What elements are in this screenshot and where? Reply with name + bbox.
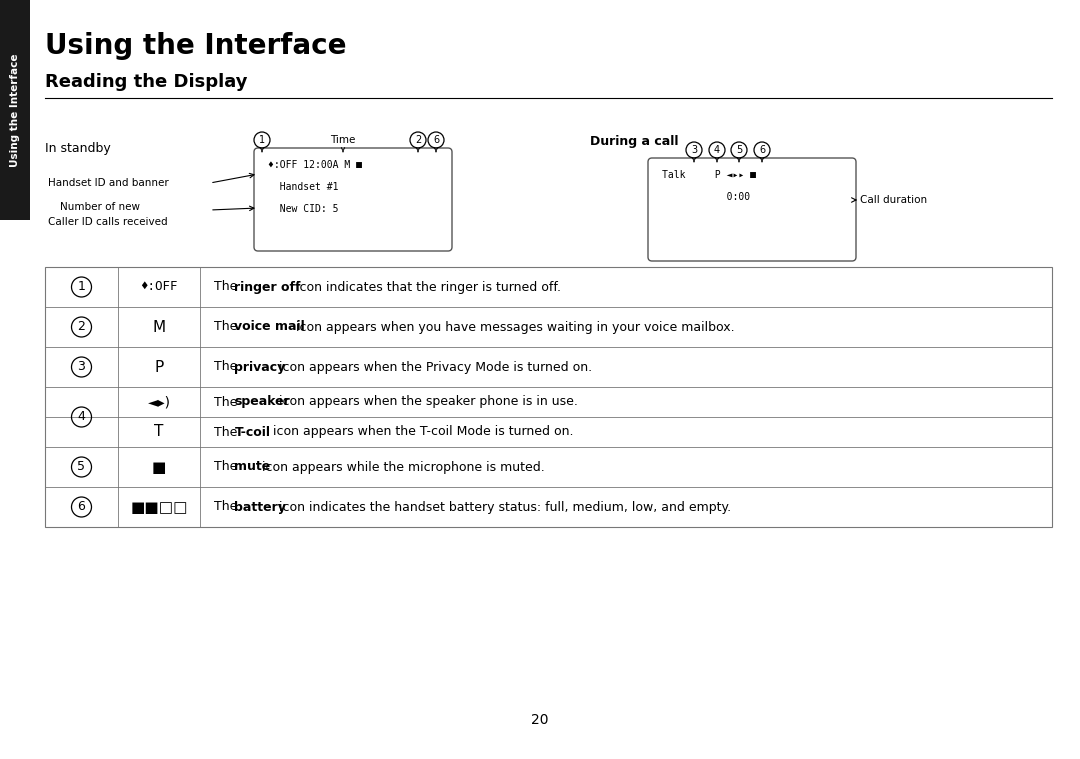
Text: icon appears when you have messages waiting in your voice mailbox.: icon appears when you have messages wait… [293, 320, 735, 333]
Text: 4: 4 [714, 145, 720, 155]
Text: icon indicates the handset battery status: full, medium, low, and empty.: icon indicates the handset battery statu… [275, 500, 731, 514]
Text: icon appears while the microphone is muted.: icon appears while the microphone is mut… [258, 461, 544, 474]
Text: 6: 6 [78, 500, 85, 514]
Text: 6: 6 [433, 135, 440, 145]
Text: ringer off: ringer off [234, 281, 301, 294]
Text: 1: 1 [78, 281, 85, 294]
Text: Handset #1: Handset #1 [268, 182, 338, 192]
Text: The: The [214, 361, 241, 373]
Text: Handset ID and banner: Handset ID and banner [48, 178, 168, 188]
Bar [45, 267, 1052, 527]
Text: 5: 5 [735, 145, 742, 155]
Text: privacy: privacy [234, 361, 285, 373]
Text: 1: 1 [259, 135, 265, 145]
Text: 5: 5 [78, 461, 85, 474]
Text: In standby: In standby [45, 142, 111, 155]
Text: Reading the Display: Reading the Display [45, 73, 247, 91]
Text: 2: 2 [415, 135, 421, 145]
Text: icon indicates that the ringer is turned off.: icon indicates that the ringer is turned… [293, 281, 562, 294]
Text: Talk     P ◄▸▸ ■: Talk P ◄▸▸ ■ [662, 170, 756, 180]
Text: 3: 3 [78, 361, 85, 373]
Text: ♦:OFF: ♦:OFF [140, 281, 178, 294]
Text: Call duration: Call duration [860, 195, 927, 205]
Text: P: P [154, 360, 164, 374]
Text: ■■□□: ■■□□ [131, 499, 188, 515]
Text: mute: mute [234, 461, 271, 474]
Bar [0, 0, 30, 220]
Text: ♦:OFF 12:00A M ■: ♦:OFF 12:00A M ■ [268, 160, 362, 170]
Text: The: The [214, 500, 241, 514]
Text: 3: 3 [691, 145, 697, 155]
Text: icon appears when the speaker phone is in use.: icon appears when the speaker phone is i… [275, 395, 578, 408]
Text: Using the Interface: Using the Interface [10, 53, 21, 167]
Text: The: The [214, 320, 241, 333]
Text: M: M [152, 320, 165, 335]
Text: The: The [214, 395, 241, 408]
Text: T-coil: T-coil [234, 426, 270, 439]
Text: New CID: 5: New CID: 5 [268, 204, 338, 214]
FancyBboxPatch shape [648, 158, 856, 261]
Text: 2: 2 [78, 320, 85, 333]
Text: speaker: speaker [234, 395, 291, 408]
Text: T: T [154, 424, 164, 439]
Text: ◄▸): ◄▸) [148, 395, 171, 409]
Text: icon appears when the Privacy Mode is turned on.: icon appears when the Privacy Mode is tu… [275, 361, 592, 373]
Text: Using the Interface: Using the Interface [45, 32, 347, 60]
Text: The: The [214, 281, 241, 294]
Text: During a call: During a call [590, 135, 678, 148]
Text: 20: 20 [531, 713, 549, 727]
Text: ■: ■ [152, 459, 166, 474]
Text: Caller ID calls received: Caller ID calls received [48, 217, 167, 227]
FancyBboxPatch shape [254, 148, 453, 251]
Text: icon appears when the T-coil Mode is turned on.: icon appears when the T-coil Mode is tur… [269, 426, 573, 439]
Text: Number of new: Number of new [60, 202, 140, 212]
Text: Time: Time [330, 135, 355, 145]
Text: 4: 4 [78, 411, 85, 424]
Text: The: The [214, 461, 241, 474]
Text: 6: 6 [759, 145, 765, 155]
Text: battery: battery [234, 500, 286, 514]
Text: voice mail: voice mail [234, 320, 306, 333]
Text: The: The [214, 426, 241, 439]
Text: 0:00: 0:00 [662, 192, 751, 202]
